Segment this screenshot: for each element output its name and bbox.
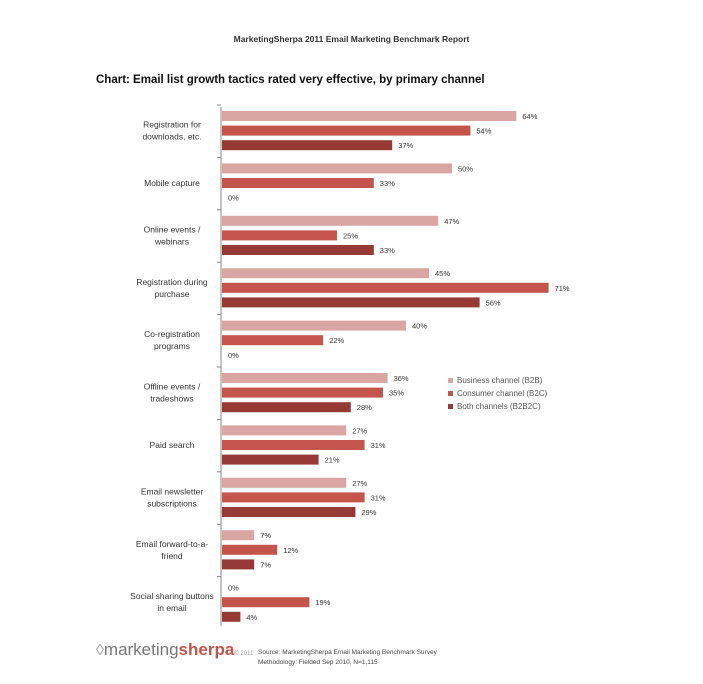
- bar-b2b2c: [222, 402, 351, 413]
- category-label: downloads, etc.: [142, 132, 201, 142]
- category-label: Email newsletter: [141, 486, 204, 496]
- category-label: friend: [161, 551, 183, 561]
- data-label: 35%: [389, 389, 404, 398]
- category-label: Mobile capture: [144, 178, 200, 188]
- data-label: 36%: [394, 374, 409, 383]
- logo-mark-icon: ◊: [96, 642, 104, 659]
- legend-swatch-b2b2c: [448, 404, 453, 409]
- data-label: 64%: [522, 112, 537, 121]
- data-label: 29%: [361, 508, 376, 517]
- category-label: Registration for: [143, 120, 201, 130]
- bar-b2c: [222, 492, 365, 503]
- category-label: tradeshows: [150, 394, 193, 404]
- bar-b2b: [222, 477, 347, 488]
- logo-text-brand: sherpa: [178, 640, 235, 659]
- data-label: 27%: [352, 479, 367, 488]
- bar-b2c: [222, 125, 471, 136]
- bar-b2b: [222, 530, 255, 541]
- bar-b2c: [222, 335, 324, 346]
- data-label: 12%: [283, 546, 298, 555]
- category-label: Registration during: [136, 277, 208, 287]
- data-label: 56%: [486, 298, 501, 307]
- data-label: 28%: [357, 403, 372, 412]
- data-label: 71%: [555, 284, 570, 293]
- bar-b2b2c: [222, 611, 241, 622]
- data-label: 22%: [329, 336, 344, 345]
- category-label: Online events /: [144, 224, 201, 234]
- bar-b2c: [222, 597, 310, 608]
- bar-b2b2c: [222, 245, 374, 255]
- data-label: 25%: [343, 231, 358, 240]
- data-label: 21%: [325, 456, 340, 465]
- category-label: programs: [154, 341, 190, 351]
- data-label: 54%: [476, 127, 491, 136]
- data-label: 33%: [380, 179, 395, 188]
- data-label: 40%: [412, 322, 427, 331]
- source-note: Source: MarketingSherpa Email Marketing …: [258, 648, 437, 667]
- legend-label: Both channels (B2B2C): [457, 402, 541, 411]
- bar-b2b2c: [222, 507, 356, 517]
- data-label: 19%: [315, 598, 330, 607]
- legend-label: Consumer channel (B2C): [457, 389, 548, 398]
- data-label: 37%: [398, 141, 413, 150]
- category-label: purchase: [155, 289, 190, 299]
- data-label: 4%: [246, 613, 257, 622]
- data-label: 47%: [444, 217, 459, 226]
- data-label: 33%: [380, 246, 395, 255]
- bar-b2b2c: [222, 454, 319, 465]
- bar-b2b: [222, 425, 347, 436]
- category-label: Co-registration: [144, 329, 200, 339]
- category-label: Social sharing buttons: [130, 591, 214, 601]
- category-label: Offline events /: [144, 382, 201, 392]
- bar-b2c: [222, 440, 365, 450]
- bar-b2b: [222, 163, 452, 174]
- report-title: MarketingSherpa 2011 Email Marketing Ben…: [233, 34, 470, 44]
- category-label: webinars: [154, 236, 189, 246]
- data-label: 0%: [228, 194, 239, 203]
- legend-label: Business channel (B2B): [457, 376, 543, 385]
- legend-swatch-b2b: [448, 378, 453, 383]
- marketingsherpa-logo: ◊marketingsherpa© 2011: [96, 640, 253, 660]
- bar-b2b: [222, 373, 388, 383]
- category-label: in email: [157, 603, 186, 613]
- bar-b2b: [222, 111, 517, 121]
- methodology-line: Methodology: Fielded Sep 2010, N=1,115: [258, 658, 378, 666]
- data-label: 7%: [260, 560, 271, 569]
- data-label: 31%: [371, 441, 386, 450]
- data-label: 7%: [260, 531, 271, 540]
- category-label: Paid search: [150, 440, 195, 450]
- data-label: 50%: [458, 164, 473, 173]
- bar-b2c: [222, 544, 278, 555]
- bar-b2b: [222, 215, 439, 226]
- bar-b2c: [222, 230, 337, 241]
- source-line: Source: MarketingSherpa Email Marketing …: [258, 649, 437, 656]
- bar-b2c: [222, 387, 383, 398]
- bar-b2b2c: [222, 140, 393, 151]
- chart-title: Chart: Email list growth tactics rated v…: [96, 74, 485, 86]
- category-label: subscriptions: [147, 498, 197, 508]
- bar-b2c: [222, 178, 374, 188]
- data-label: 0%: [228, 351, 239, 360]
- data-label: 0%: [228, 584, 239, 593]
- legend-swatch-b2c: [448, 391, 453, 396]
- bar-b2b: [222, 320, 406, 331]
- bar-b2b2c: [222, 297, 480, 308]
- bar-b2b2c: [222, 559, 255, 570]
- logo-text-prefix: marketing: [103, 640, 179, 659]
- data-label: 27%: [352, 426, 367, 435]
- bar-b2c: [222, 282, 549, 293]
- bar-b2b: [222, 268, 429, 279]
- data-label: 45%: [435, 269, 450, 278]
- logo-copyright: © 2011: [234, 651, 254, 657]
- data-label: 31%: [371, 493, 386, 502]
- category-label: Email forward-to-a-: [136, 539, 208, 549]
